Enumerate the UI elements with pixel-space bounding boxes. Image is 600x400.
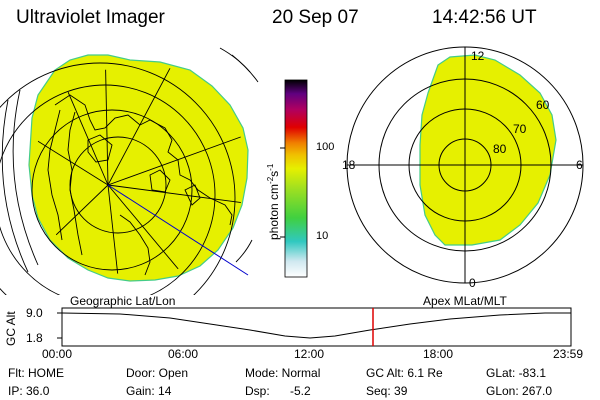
mlt-label-12: 12	[471, 49, 485, 63]
geographic-emission-fill	[28, 54, 249, 282]
mlt-label-0: 0	[469, 276, 476, 290]
xtick-0600: 06:00	[168, 347, 199, 361]
xtick-1800: 18:00	[423, 347, 454, 361]
xtick-0000: 00:00	[42, 347, 73, 361]
lat-label-70: 70	[513, 122, 527, 136]
lat-label-60: 60	[536, 98, 550, 112]
status-glat: GLat: -83.1	[486, 366, 547, 380]
status-dsp-label: Dsp:	[245, 384, 270, 398]
lat-label-80: 80	[493, 142, 507, 156]
status-gain: Gain: 14	[126, 384, 172, 398]
colorbar-unit-label: photon cm-2s-1	[266, 163, 281, 240]
status-seq: Seq: 39	[366, 384, 408, 398]
altitude-ytick-9: 9.0	[26, 306, 43, 320]
polar-emission-fill	[419, 54, 557, 246]
header-time: 14:42:56 UT	[432, 7, 537, 28]
mlt-label-18: 18	[342, 158, 356, 172]
status-door: Door: Open	[126, 366, 189, 380]
header-date: 20 Sep 07	[272, 7, 359, 28]
mlt-label-6: 6	[576, 158, 583, 172]
xtick-1200: 12:00	[294, 347, 325, 361]
status-dsp-value: -5.2	[290, 384, 311, 398]
left-plot-label: Geographic Lat/Lon	[70, 294, 176, 308]
status-gcalt: GC Alt: 6.1 Re	[366, 366, 443, 380]
altitude-ylabel: GC Alt	[4, 311, 18, 346]
altitude-panel: 9.0 1.8 GC Alt	[4, 306, 572, 347]
geographic-image	[0, 47, 259, 295]
status-glon: GLon: 267.0	[486, 384, 553, 398]
altitude-ytick-1-8: 1.8	[26, 331, 43, 345]
status-ip: IP: 36.0	[8, 384, 50, 398]
colorbar-tick-10: 10	[316, 230, 329, 242]
right-plot-label: Apex MLat/MLT	[423, 294, 507, 308]
xtick-2359: 23:59	[553, 347, 584, 361]
colorbar	[280, 79, 308, 278]
app-title: Ultraviolet Imager	[16, 7, 165, 28]
polar-plot: 12 18 6 0 60 70 80	[342, 46, 584, 290]
altitude-curve	[61, 312, 571, 339]
status-flt: Flt: HOME	[8, 366, 64, 380]
status-mode: Mode: Normal	[245, 366, 321, 380]
colorbar-tick-100: 100	[316, 141, 335, 153]
